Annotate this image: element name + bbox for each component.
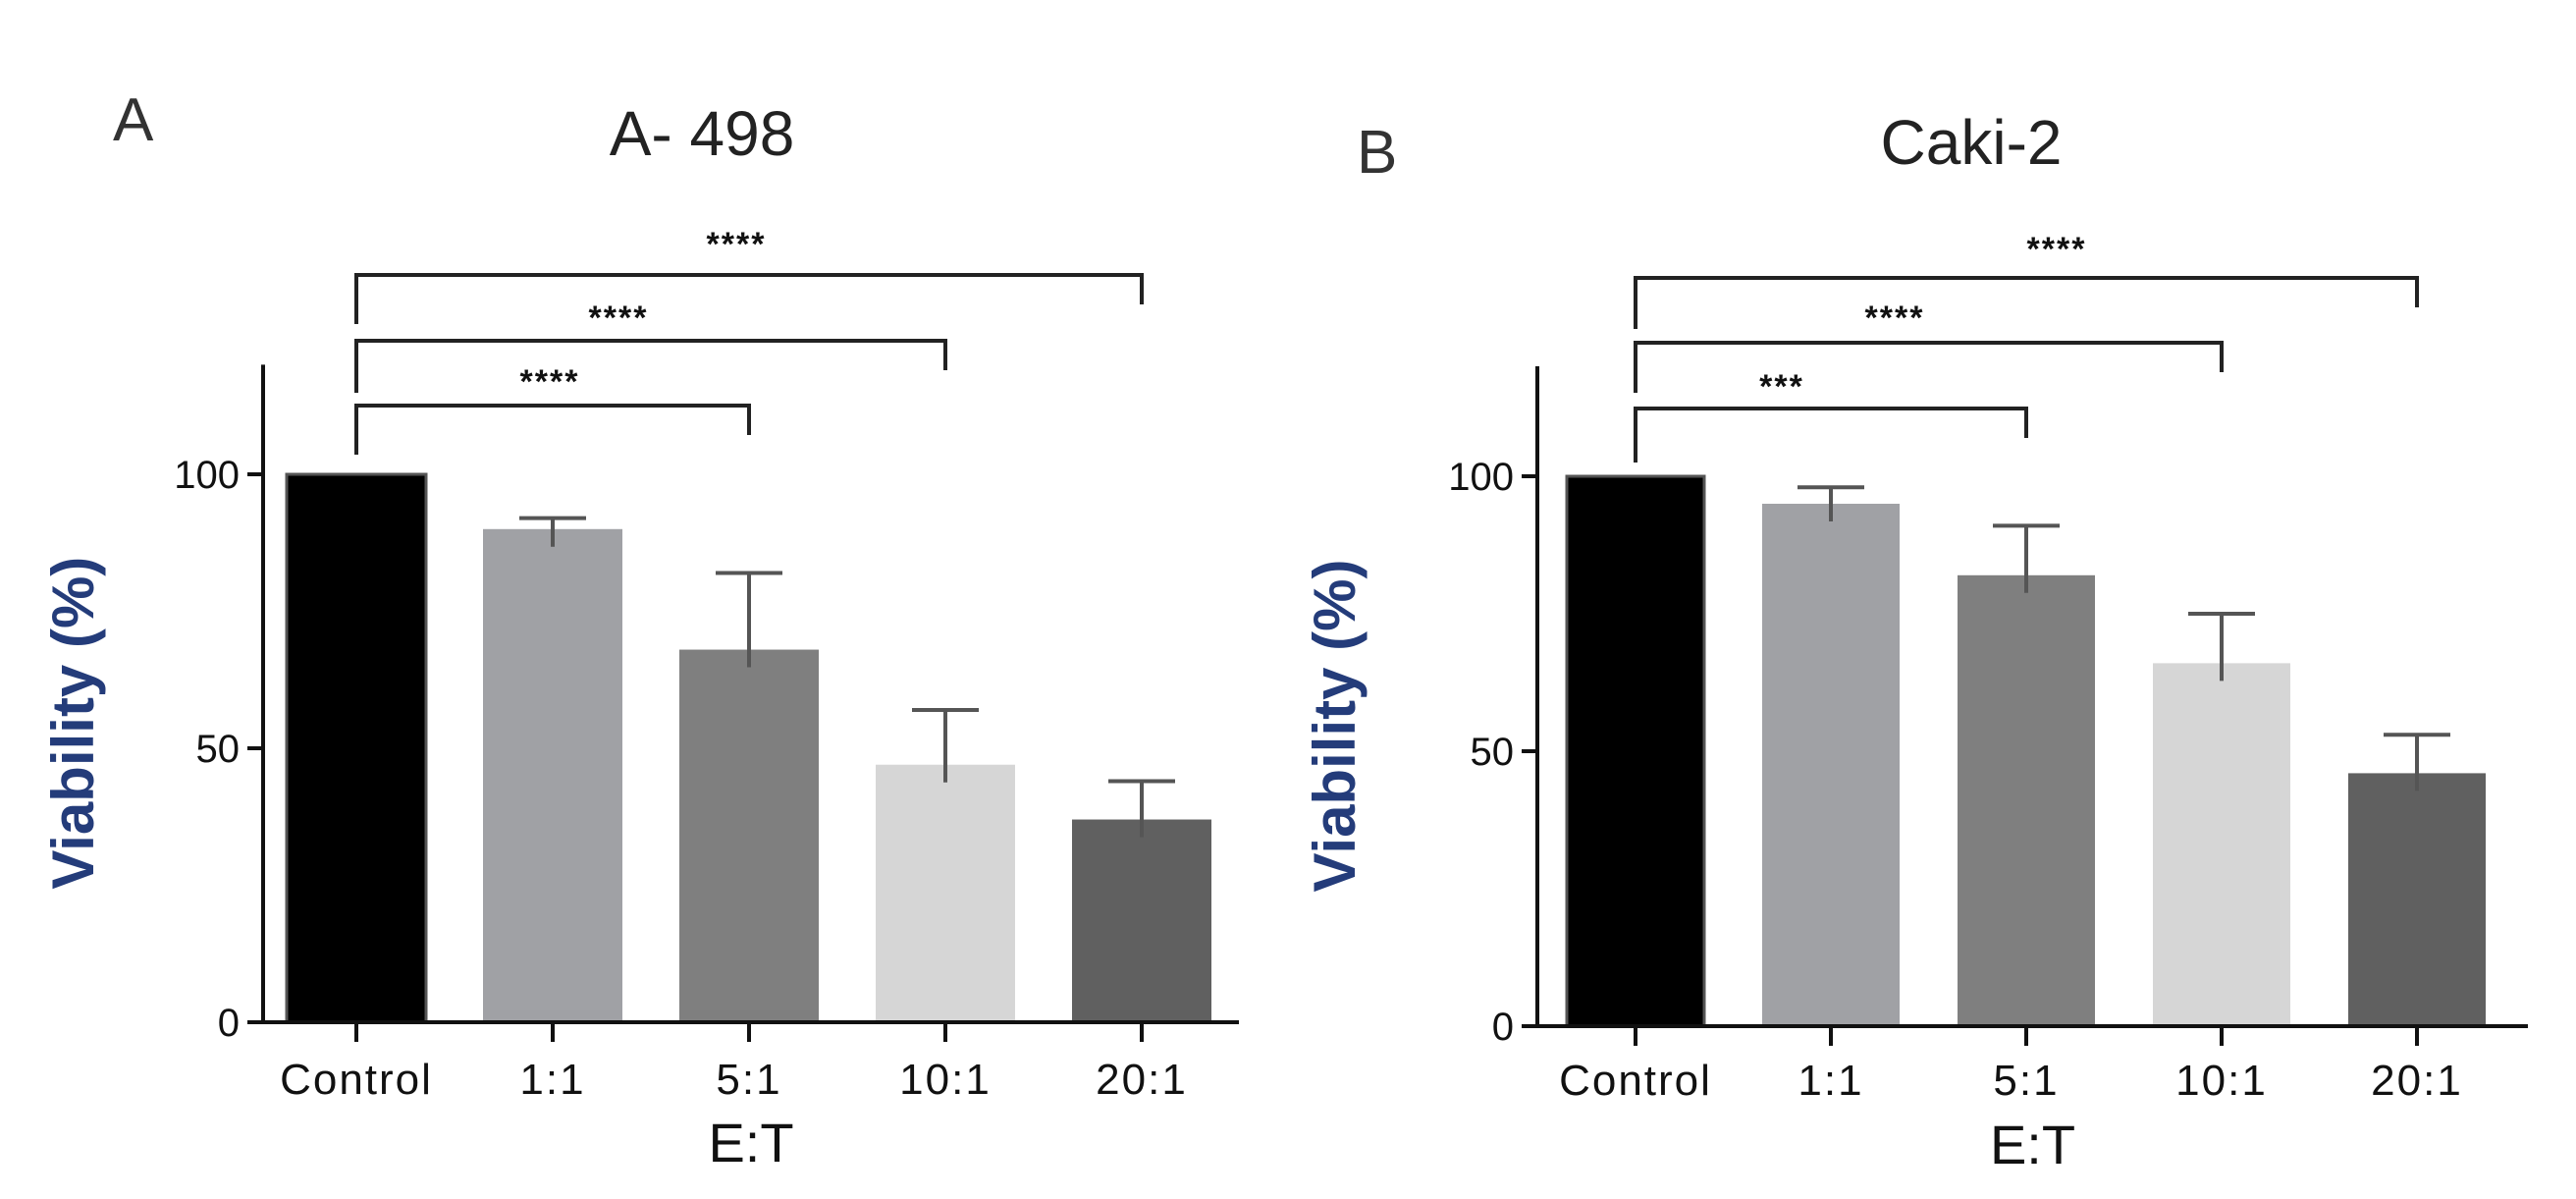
significance-bracket-a-2 [354,273,1144,324]
bar-a-4 [1072,819,1211,1022]
significance-label-a-1: **** [589,300,649,337]
error-bar-b-1 [1798,485,1864,521]
bar-a-3 [876,764,1015,1022]
error-bar-a-4 [1108,779,1175,838]
y-tick-label-b-0: 0 [1492,1006,1514,1049]
significance-label-b-1: **** [1865,300,1925,337]
x-tick-label-b-1: 1:1 [1798,1057,1863,1105]
y-tick-label-a-1: 50 [196,728,241,771]
panel-a-a498: A A- 498 Control 1:1 5:1 10:1 20:1 0 50 100 E:T Via… [40,86,1239,1173]
x-tick-label-b-4: 20:1 [2371,1057,2463,1105]
error-bar-b-2 [1993,523,2060,593]
significance-label-b-0: *** [1759,368,1804,406]
significance-bracket-b-0 [1634,407,2028,463]
x-axis-title-a: E:T [708,1112,793,1173]
bar-b-0 [1565,474,1706,1028]
bar-b-4 [2348,773,2486,1026]
significance-bracket-a-0 [354,404,751,455]
significance-bracket-b-2 [1634,276,2419,329]
significance-bracket-b-1 [1634,341,2224,393]
x-tick-label-a-3: 10:1 [899,1056,992,1104]
panel-letter-b: B [1357,119,1397,187]
panel-letter-a: A [113,86,154,154]
error-bar-b-4 [2384,733,2450,791]
chart-title-b: Caki-2 [1881,107,2063,178]
x-tick-label-a-4: 20:1 [1096,1056,1188,1104]
error-bar-b-3 [2188,612,2255,681]
x-tick-label-a-2: 5:1 [716,1056,781,1104]
bar-b-3 [2153,663,2290,1026]
x-tick-label-a-1: 1:1 [519,1056,585,1104]
y-tick-label-b-1: 50 [1471,731,1515,774]
bar-b-2 [1958,574,2095,1026]
bar-a-2 [679,649,819,1022]
x-axis-title-b: E:T [1990,1114,2075,1175]
bar-a-0 [285,472,428,1024]
x-tick-label-b-3: 10:1 [2175,1057,2268,1105]
significance-label-a-2: **** [707,226,767,263]
y-tick-label-a-0: 0 [218,1002,240,1045]
y-tick-label-b-2: 100 [1448,456,1514,499]
significance-bracket-a-1 [354,339,947,393]
bar-a-1 [483,528,622,1022]
error-bar-a-2 [716,571,782,668]
x-tick-label-b-0: Control [1559,1057,1712,1105]
panel-b-caki2: B Caki-2 Control 1:1 5:1 10:1 20:1 0 50 100 E:T Via… [1302,107,2528,1175]
significance-label-b-2: **** [2027,231,2087,268]
x-tick-label-b-2: 5:1 [1993,1057,2059,1105]
significance-label-a-0: **** [520,363,580,401]
error-bar-a-1 [519,516,586,547]
x-tick-label-a-0: Control [280,1056,433,1104]
y-axis-title-a: Viability (%) [40,557,106,890]
bar-b-1 [1762,504,1900,1026]
y-axis-title-b: Viability (%) [1302,560,1368,893]
chart-title-a: A- 498 [610,98,795,169]
y-tick-label-a-2: 100 [174,454,240,497]
error-bar-a-3 [912,707,979,783]
